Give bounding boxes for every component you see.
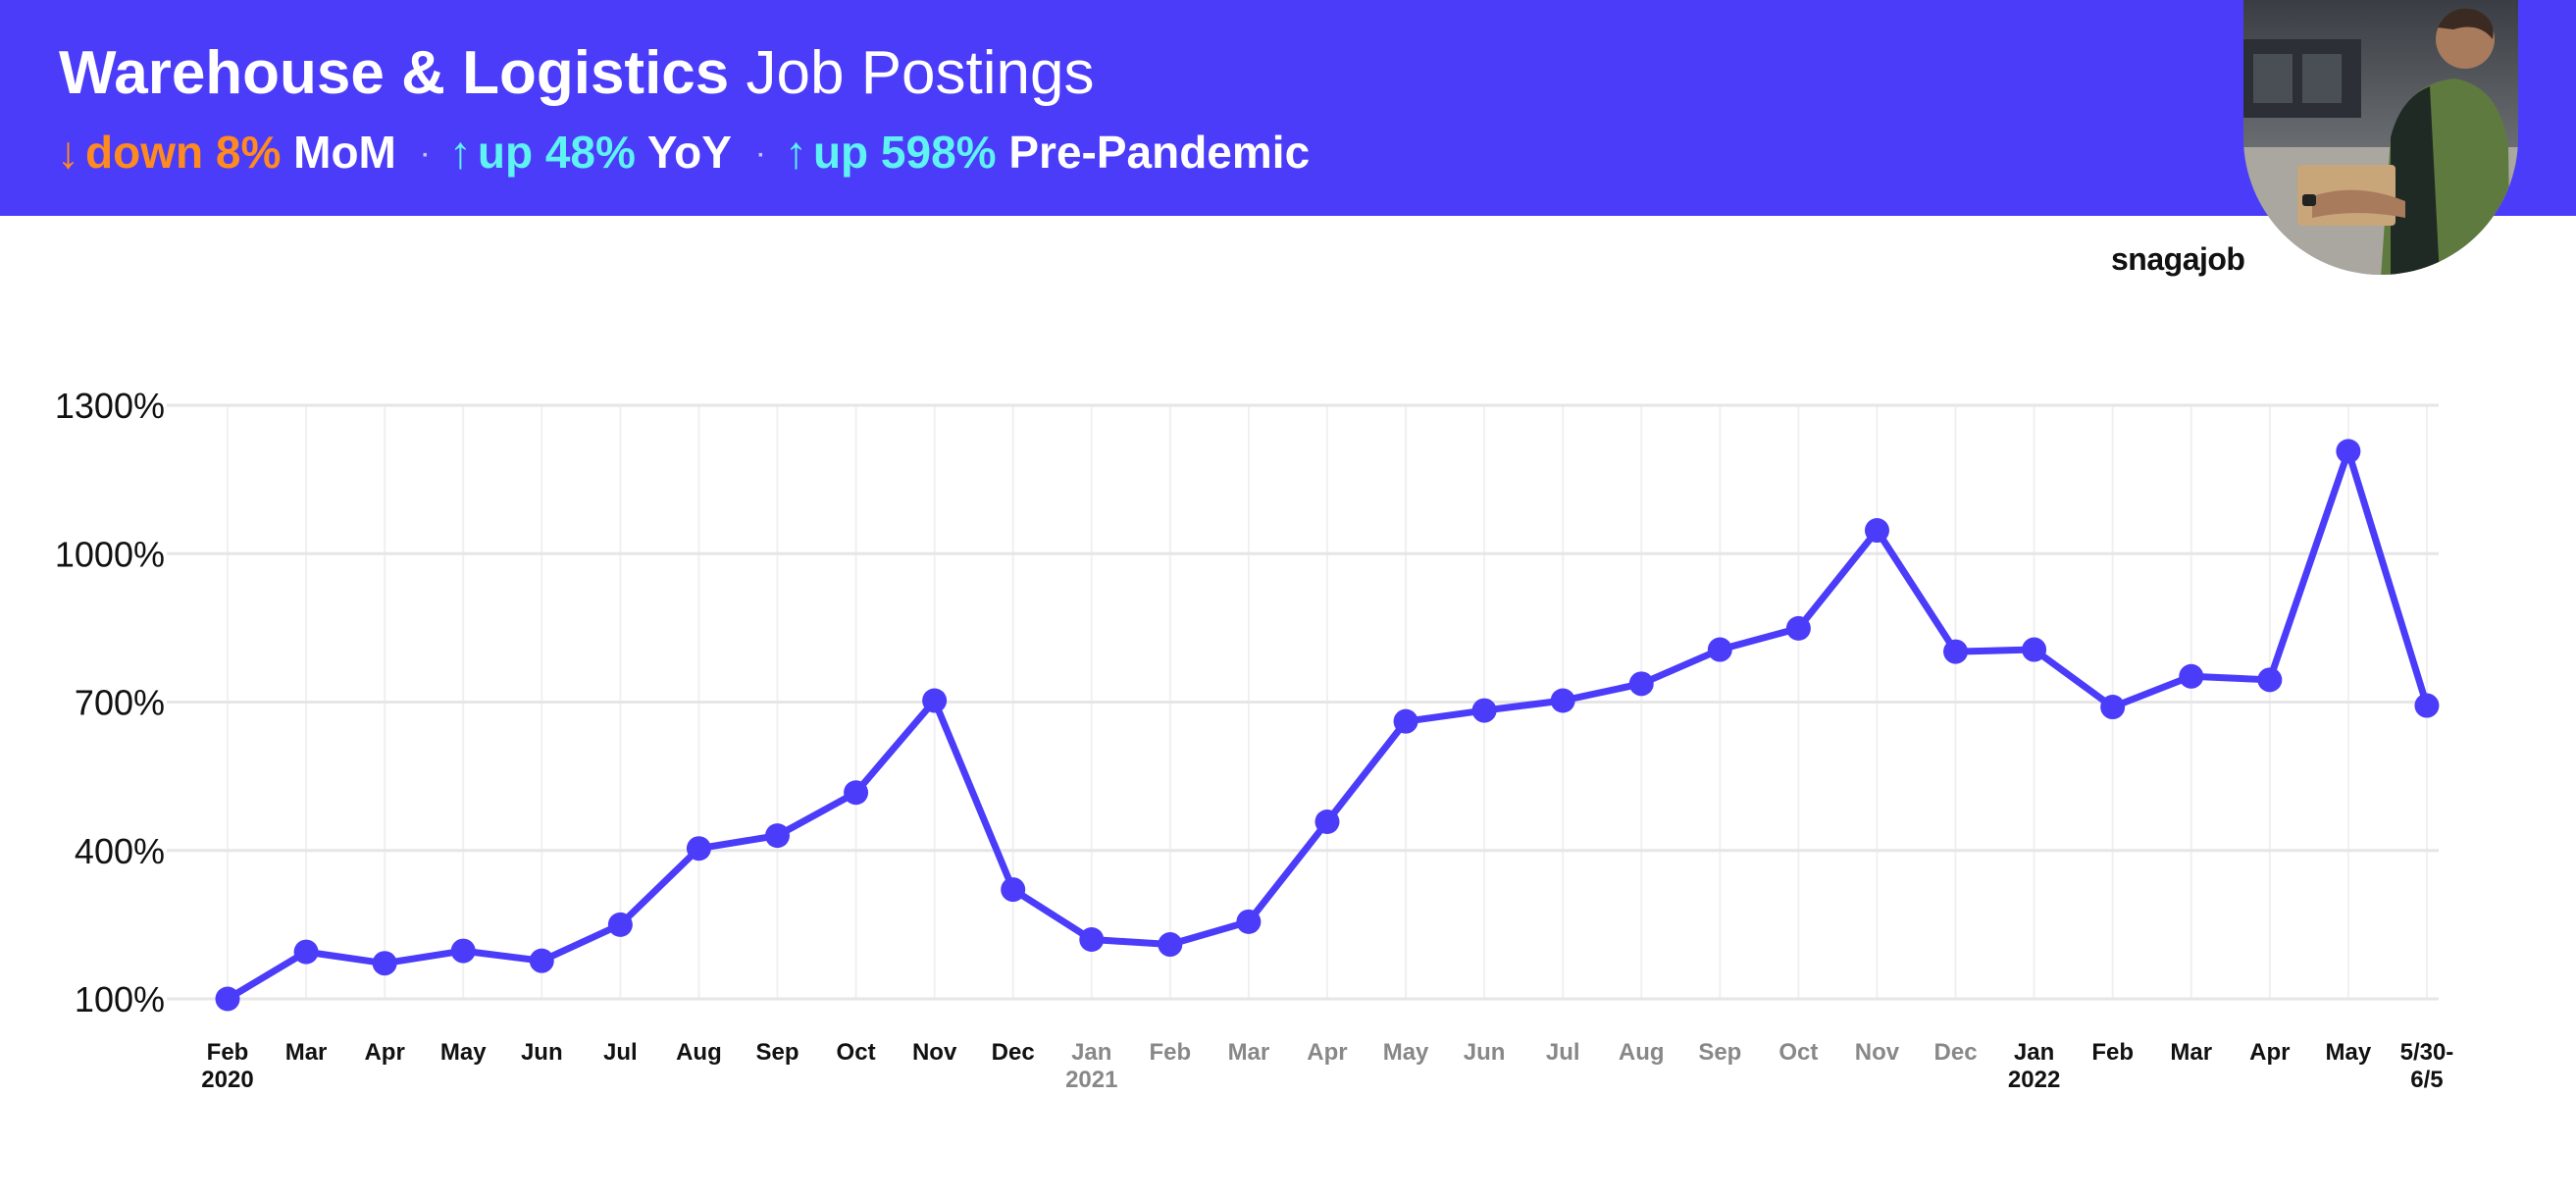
data-point <box>1314 809 1340 835</box>
x-tick-label: Dec <box>992 1039 1035 1066</box>
data-point <box>1001 877 1026 903</box>
x-tick-label: Sep <box>1698 1039 1741 1066</box>
data-point <box>2179 663 2204 689</box>
x-tick-label-year: 2020 <box>201 1067 253 1093</box>
data-point <box>1236 909 1262 934</box>
x-tick-label: Aug <box>676 1039 722 1066</box>
x-tick-label: Feb <box>1150 1039 1192 1066</box>
x-tick-label: Oct <box>1778 1039 1818 1066</box>
x-tick-label: Feb <box>207 1039 249 1066</box>
x-tick-label: Apr <box>1307 1039 1347 1066</box>
data-point <box>1158 932 1183 958</box>
header-band <box>0 0 2576 216</box>
y-tick-label: 1000% <box>55 534 165 574</box>
stat-prepandemic-label: Pre-Pandemic <box>1008 127 1311 178</box>
x-tick-label: Feb <box>2091 1039 2134 1066</box>
x-tick-label: Apr <box>364 1039 404 1066</box>
y-tick-label: 100% <box>75 979 165 1019</box>
data-point <box>372 951 397 976</box>
data-point <box>686 836 711 862</box>
data-point <box>2022 637 2047 662</box>
title-bold: Warehouse & Logistics <box>59 39 730 107</box>
x-tick-label: Jan <box>2014 1039 2054 1066</box>
data-point <box>1393 708 1418 734</box>
stat-mom-value: down 8% <box>85 127 282 178</box>
data-point <box>1550 688 1575 713</box>
stat-mom: ↓ down 8% MoM <box>57 122 396 183</box>
x-tick-label: Dec <box>1934 1039 1978 1066</box>
warehouse-worker-photo <box>2243 0 2518 275</box>
x-tick-label: Jun <box>521 1039 563 1066</box>
x-tick-label: Jan <box>1071 1039 1111 1066</box>
x-tick-label: Mar <box>2170 1039 2212 1066</box>
data-point <box>2100 695 2126 720</box>
stat-separator: · <box>421 141 430 169</box>
up-arrow-icon: ↑ <box>784 127 807 178</box>
y-tick-label: 400% <box>75 831 165 871</box>
x-tick-label: Aug <box>1619 1039 1665 1066</box>
data-point <box>215 986 240 1012</box>
down-arrow-icon: ↓ <box>57 127 79 178</box>
x-tick-label: Jul <box>1546 1039 1580 1066</box>
x-tick-label: May <box>1383 1039 1429 1066</box>
stats-line: ↓ down 8% MoM · ↑ up 48% YoY · ↑ up 598% Pr… <box>57 122 1329 186</box>
x-tick-label: Oct <box>837 1039 876 1066</box>
stat-yoy-label: YoY <box>646 127 732 178</box>
data-point <box>1864 518 1889 544</box>
data-point <box>1785 615 1811 641</box>
brand-logo: snagajob <box>2111 241 2245 277</box>
data-point <box>844 780 869 806</box>
data-point <box>764 823 790 849</box>
data-point <box>293 939 319 965</box>
x-tick-label-year: 6/5 <box>2410 1067 2443 1093</box>
x-tick-label-year: 2022 <box>2008 1067 2060 1093</box>
x-tick-label: Jun <box>1464 1039 1506 1066</box>
page-title: Warehouse & Logistics Job Postings <box>59 35 1095 112</box>
stat-mom-label: MoM <box>293 127 396 178</box>
stat-yoy-value: up 48% <box>477 127 636 178</box>
y-tick-label: 700% <box>75 683 165 723</box>
data-point <box>922 688 948 713</box>
x-tick-label-year: 2021 <box>1065 1067 1117 1093</box>
x-tick-label: Mar <box>1228 1039 1270 1066</box>
data-point <box>607 912 633 937</box>
title-light: Job Postings <box>746 39 1095 107</box>
x-tick-label: Nov <box>912 1039 957 1066</box>
up-arrow-icon: ↑ <box>448 127 472 178</box>
x-tick-label: Mar <box>285 1039 328 1066</box>
data-point <box>1628 671 1654 697</box>
x-tick-label: May <box>2326 1039 2372 1066</box>
data-point <box>2414 693 2440 718</box>
x-tick-label: May <box>440 1039 487 1066</box>
data-point <box>1079 927 1105 952</box>
data-point <box>1943 639 1969 664</box>
stat-separator: · <box>756 141 765 169</box>
y-tick-label: 1300% <box>55 386 165 426</box>
stat-prepandemic: ↑ up 598% Pre-Pandemic <box>785 122 1310 183</box>
stat-prepandemic-value: up 598% <box>812 127 997 178</box>
x-tick-label: Nov <box>1855 1039 1900 1066</box>
data-point <box>2257 667 2283 693</box>
stat-yoy: ↑ up 48% YoY <box>449 122 732 183</box>
x-tick-label: Jul <box>603 1039 638 1066</box>
data-point <box>1471 698 1497 723</box>
x-tick-label: 5/30- <box>2400 1039 2454 1066</box>
data-point <box>1707 637 1732 662</box>
x-tick-label: Apr <box>2249 1039 2290 1066</box>
data-point <box>2336 439 2361 464</box>
data-point <box>529 948 554 973</box>
data-point <box>450 938 476 964</box>
x-tick-label: Sep <box>755 1039 799 1066</box>
